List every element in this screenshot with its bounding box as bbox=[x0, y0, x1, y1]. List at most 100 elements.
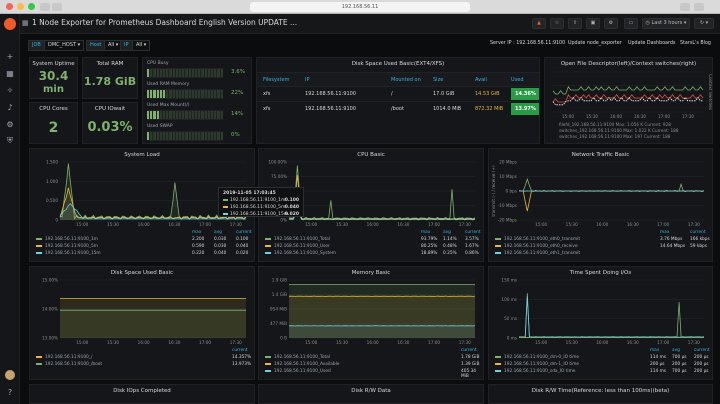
legend-item[interactable]: 192.168.56.11:9100_dm-1_IO time bbox=[495, 362, 579, 367]
legend-item[interactable]: 192.168.56.11:9100_15m bbox=[36, 251, 101, 256]
gear-icon[interactable]: ⚙ bbox=[6, 120, 14, 129]
io-time-title[interactable]: Time Spent Doing I/Os bbox=[569, 270, 632, 276]
legend-header[interactable]: avg bbox=[214, 230, 222, 235]
save-icon[interactable]: ▣ bbox=[586, 18, 600, 29]
legend-value: 1.14% bbox=[443, 237, 457, 242]
legend-value: 0.040 bbox=[236, 244, 249, 249]
forward-button[interactable] bbox=[52, 3, 62, 11]
column-header[interactable]: Size bbox=[433, 77, 444, 83]
legend-item[interactable]: 192.168.56.11:9100_eth0_receive bbox=[495, 244, 578, 249]
gauge-segment bbox=[214, 132, 217, 140]
legend-header[interactable]: current bbox=[465, 230, 481, 235]
disk-rw-data-title[interactable]: Disk R/W Data bbox=[351, 388, 391, 394]
legend-header[interactable]: max bbox=[650, 348, 660, 353]
legend-header[interactable]: current bbox=[236, 230, 252, 235]
y-tick-label: 50 ms bbox=[504, 316, 517, 321]
legend-item[interactable]: 192.168.56.11:9100_Available bbox=[265, 362, 339, 367]
dashboard-title[interactable]: 1 Node Exporter for Prometheus Dashboard… bbox=[32, 18, 298, 27]
legend-item[interactable]: 192.168.56.11:9100_Total bbox=[265, 355, 330, 360]
legend-header[interactable]: current bbox=[690, 230, 706, 235]
memory-title[interactable]: Memory Basic bbox=[351, 270, 391, 276]
var-job-select[interactable]: DMC_HOST ▾ bbox=[44, 40, 85, 51]
legend-item[interactable]: 192.168.56.11:9100_5m bbox=[36, 244, 98, 249]
legend-value: 3.76 Mbps bbox=[660, 237, 683, 242]
legend-item[interactable]: 192.168.56.11:9100_dm-0_IO time bbox=[495, 355, 579, 360]
network-title[interactable]: Network Traffic Basic bbox=[571, 152, 630, 158]
avatar[interactable] bbox=[5, 370, 15, 380]
blog-link[interactable]: StarsL's Blog bbox=[680, 41, 711, 46]
legend-item[interactable]: 192.168.56.11:9100_System bbox=[265, 251, 336, 256]
server-ip-link[interactable]: Server IP : 192.168.56.11:9100 bbox=[490, 41, 566, 46]
system-load-title[interactable]: System Load bbox=[124, 152, 160, 158]
share-button[interactable] bbox=[680, 3, 690, 11]
minimize-window-button[interactable] bbox=[17, 3, 24, 10]
tabs-button[interactable] bbox=[694, 3, 704, 11]
series-line bbox=[552, 85, 704, 95]
bell-icon[interactable]: ♪ bbox=[7, 103, 13, 112]
x-tick-label: 15:30 bbox=[107, 340, 119, 345]
address-bar[interactable]: 192.168.56.11 bbox=[250, 2, 470, 12]
column-header[interactable]: Avail bbox=[475, 77, 487, 83]
column-header[interactable]: Mounted on bbox=[391, 77, 421, 83]
refresh-button[interactable]: ↻ ▾ bbox=[694, 18, 714, 29]
explore-icon[interactable]: ✧ bbox=[6, 86, 14, 95]
tooltip-series: 192.168.56.11:9100_15m bbox=[230, 212, 289, 217]
legend-item[interactable]: 192.168.56.11:9100_/boot bbox=[36, 362, 102, 367]
disk-rw-time-title[interactable]: Disk R/W Time(Reference: less than 100ms… bbox=[531, 388, 670, 394]
legend-value: 0.25% bbox=[443, 251, 457, 256]
x-tick-label: 17:30 bbox=[688, 222, 700, 227]
legend-item[interactable]: switches_192.168.56.11:9100 Max: 197 Cur… bbox=[559, 134, 671, 139]
update-exporter-link[interactable]: Update node_exporter bbox=[568, 41, 622, 46]
gauge-segment bbox=[207, 111, 210, 119]
cpu-basic-title[interactable]: CPU Basic bbox=[357, 152, 385, 158]
time-picker[interactable]: ◷ Last 3 hours ▾ bbox=[642, 18, 690, 29]
legend-item[interactable]: 192.168.56.11:9100_eth1_transmit bbox=[495, 251, 580, 256]
legend-header[interactable]: current bbox=[461, 348, 477, 353]
plus-icon[interactable]: + bbox=[6, 52, 14, 61]
help-icon[interactable]: ? bbox=[7, 388, 13, 397]
disk-used-title[interactable]: Disk Space Used Basic bbox=[110, 270, 174, 276]
maximize-window-button[interactable] bbox=[28, 3, 35, 10]
legend-header[interactable]: max bbox=[421, 230, 431, 235]
legend-header[interactable]: avg bbox=[672, 348, 680, 353]
legend-item[interactable]: 192.168.56.11:9100_Total bbox=[265, 237, 330, 242]
update-dashboards-link[interactable]: Update Dashboards bbox=[628, 41, 676, 46]
legend-header[interactable]: current bbox=[694, 348, 710, 353]
tv-mode-icon[interactable]: ▭ bbox=[624, 18, 638, 29]
disk-iops-title[interactable]: Disk IOps Completed bbox=[113, 388, 171, 394]
back-button[interactable] bbox=[40, 3, 50, 11]
legend-header[interactable]: avg bbox=[443, 230, 451, 235]
legend-item[interactable]: filefd_192.168.56.11:9100 Max: 1.056 K C… bbox=[559, 122, 671, 127]
legend-item[interactable]: 192.168.56.11:9100_1m bbox=[36, 237, 98, 242]
fd-panel: Open File Descriptor(left)/Context switc… bbox=[544, 57, 713, 144]
shield-icon[interactable]: ⛨ bbox=[7, 136, 13, 145]
share-icon[interactable]: ⇪ bbox=[568, 18, 582, 29]
dashboards-icon[interactable]: ▦ bbox=[6, 69, 14, 78]
window-controls[interactable] bbox=[6, 3, 35, 10]
legend-item[interactable]: 192.168.56.11:9100_sda_IO time bbox=[495, 369, 575, 374]
gauge-segment bbox=[217, 132, 220, 140]
close-window-button[interactable] bbox=[6, 3, 13, 10]
gauge-segment bbox=[182, 132, 185, 140]
legend-item[interactable]: 192.168.56.11:9100_/ bbox=[36, 355, 92, 360]
legend-header[interactable]: max bbox=[192, 230, 202, 235]
legend-item[interactable]: switches_192.168.56.11:9100 Max: 1.022 K… bbox=[559, 128, 679, 133]
dashboard-grid-icon[interactable]: ▦ bbox=[22, 19, 29, 27]
legend-item[interactable]: 192.168.56.11:9100_eth0_transmit bbox=[495, 237, 580, 242]
legend-item[interactable]: 192.168.56.11:9100_Used bbox=[265, 369, 331, 374]
column-header[interactable]: Filesystem bbox=[263, 77, 290, 83]
gauge-segment bbox=[217, 111, 220, 119]
column-header[interactable]: Used bbox=[511, 77, 524, 83]
column-header[interactable]: IP bbox=[305, 77, 310, 83]
add-panel-icon[interactable]: ▲ bbox=[532, 18, 546, 29]
var-ip-select[interactable]: All ▾ bbox=[132, 40, 151, 51]
settings-icon[interactable]: ⚙ bbox=[604, 18, 618, 29]
gauge-segment bbox=[175, 69, 178, 77]
gauge-segment bbox=[207, 132, 210, 140]
y-axis-label: transmit (-) / receive (+) bbox=[491, 165, 496, 217]
legend-item[interactable]: 192.168.56.11:9100_User bbox=[265, 244, 330, 249]
grafana-logo-icon[interactable] bbox=[4, 18, 16, 30]
legend-header[interactable]: max bbox=[660, 230, 670, 235]
legend-header[interactable]: current bbox=[232, 348, 248, 353]
star-icon[interactable]: ☆ bbox=[550, 18, 564, 29]
